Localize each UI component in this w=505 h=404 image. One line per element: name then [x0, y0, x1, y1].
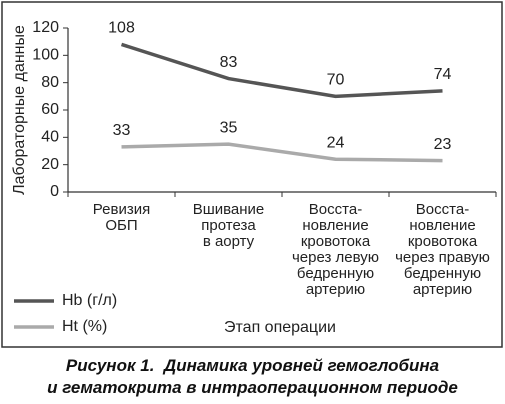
caption: Рисунок 1. Динамика уровней гемоглобина [65, 356, 440, 375]
data-label: 35 [220, 119, 238, 136]
x-tick-label: Восста- новление кровотока через левую б… [291, 201, 380, 298]
y-tick-label: 80 [41, 74, 59, 91]
data-label: 23 [434, 136, 452, 153]
legend-label: Hb (г/л) [62, 292, 117, 309]
chart-frame [1, 1, 503, 348]
y-axis-label: Лабораторные данные [11, 25, 28, 195]
data-line [121, 142, 443, 163]
data-label: 108 [108, 20, 135, 37]
x-tick-label: Восста- новление кровотока через правую … [395, 201, 490, 298]
y-tick-label: 120 [32, 19, 59, 36]
y-tick-label: 0 [50, 183, 59, 200]
data-label: 24 [327, 134, 345, 151]
y-tick-label: 40 [41, 129, 59, 146]
data-label: 83 [220, 54, 238, 71]
data-line [120, 42, 443, 99]
caption: и гематокрита в интраоперационном период… [47, 378, 458, 397]
y-tick-label: 60 [41, 101, 59, 118]
x-tick-label: Ревизия ОБП [92, 201, 151, 234]
data-label: 74 [434, 66, 452, 83]
x-tick-label: Вшивание протеза в аорту [192, 201, 265, 250]
y-tick-label: 20 [41, 156, 59, 173]
y-tick-label: 100 [32, 47, 59, 64]
x-axis-label: Этап операции [224, 319, 336, 336]
legend-label: Ht (%) [62, 318, 107, 335]
data-label: 70 [327, 72, 345, 89]
data-label: 33 [113, 122, 131, 139]
